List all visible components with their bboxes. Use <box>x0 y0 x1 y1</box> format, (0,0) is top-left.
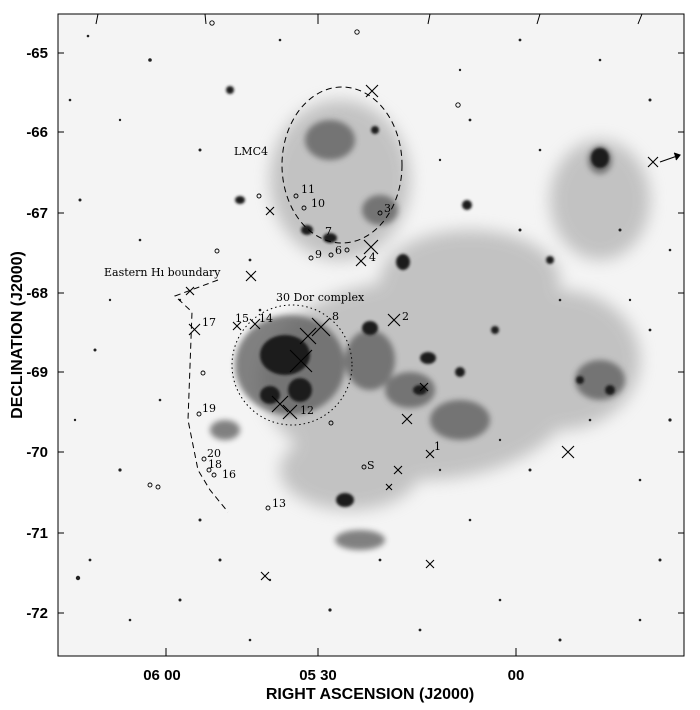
marker-label-18: 18 <box>208 458 222 471</box>
dec-tick: -69 <box>26 364 48 381</box>
label-eastern-boundary: Eastern Hı boundary <box>104 266 221 279</box>
ra-tick: 06 00 <box>143 667 181 684</box>
label-lmc4: LMC4 <box>234 145 268 158</box>
lmc4-ellipse <box>281 86 403 244</box>
30dor-circle <box>231 304 353 426</box>
cross-markers <box>185 84 681 581</box>
marker-label-11: 11 <box>301 183 315 196</box>
y-axis-title: DECLINATION (J2000) <box>9 251 26 419</box>
marker-label-12: 12 <box>300 404 314 417</box>
dec-tick-labels: -65 -66 -67 -68 -69 -70 -71 -72 <box>26 45 48 622</box>
dec-tick: -65 <box>26 45 48 62</box>
marker-label-7: 7 <box>325 225 332 238</box>
marker-label-19: 19 <box>202 402 216 415</box>
marker-label-8: 8 <box>332 310 339 323</box>
dec-tick: -72 <box>26 605 48 622</box>
marker-label-3: 3 <box>384 202 391 215</box>
dec-tick: -67 <box>26 205 48 222</box>
marker-label-20: 20 <box>207 447 221 460</box>
marker-label-17: 17 <box>202 316 216 329</box>
marker-label-5: S <box>367 459 375 472</box>
marker-label-1: 1 <box>434 440 441 453</box>
field-stars <box>68 34 672 642</box>
annotations: LMC4 Eastern Hı boundary 30 Dor complex … <box>104 145 441 510</box>
marker-label-4: 4 <box>369 251 376 264</box>
dec-tick: -68 <box>26 285 48 302</box>
x-axis-title: RIGHT ASCENSION (J2000) <box>266 686 474 703</box>
dec-tick: -66 <box>26 124 48 141</box>
tick-marks <box>58 13 684 656</box>
marker-label-6: 6 <box>335 244 342 257</box>
marker-label-9: 9 <box>315 248 322 261</box>
ra-tick-labels: 06 00 05 30 00 <box>143 667 524 684</box>
marker-label-2: 2 <box>402 310 409 323</box>
nebulosity <box>210 86 650 550</box>
marker-label-10: 10 <box>311 197 325 210</box>
marker-label-14: 14 <box>259 312 273 325</box>
marker-label-13: 13 <box>272 497 286 510</box>
circle-markers <box>147 20 461 511</box>
marker-label-15: 15 <box>235 312 249 325</box>
dec-tick: -71 <box>26 525 48 542</box>
plot-frame <box>57 13 685 657</box>
overlay-contours <box>174 86 403 513</box>
eastern-boundary <box>174 279 229 513</box>
ra-tick: 05 30 <box>299 667 337 684</box>
dec-tick: -70 <box>26 444 48 461</box>
ra-tick: 00 <box>508 667 525 684</box>
marker-label-16: 16 <box>222 468 236 481</box>
label-30dor: 30 Dor complex <box>276 291 365 304</box>
